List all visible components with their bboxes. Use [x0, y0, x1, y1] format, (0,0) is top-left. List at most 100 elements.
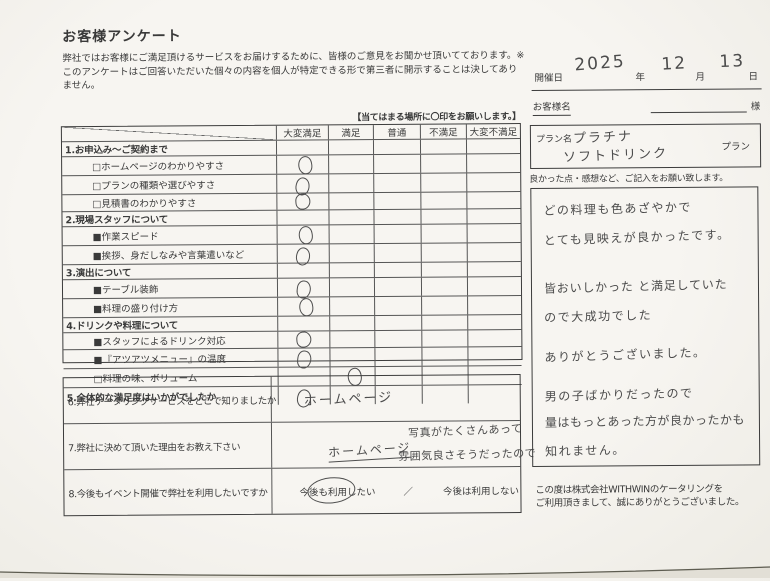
rating-cell — [328, 174, 374, 193]
rating-cell — [466, 224, 521, 243]
rating-cell — [328, 244, 374, 263]
rating-cell — [275, 140, 329, 155]
day-suffix: 日 — [748, 71, 759, 83]
rating-cell — [328, 263, 374, 278]
rating-row-label: 3.演出について — [65, 267, 132, 280]
rating-cell — [374, 296, 422, 316]
rating-row-label: □ホームページのわかりやすさ — [92, 161, 225, 174]
ratings-header-diagonal-cell — [61, 125, 276, 142]
question-7-answer-cell: ホームページ 写真がたくさんあって 雰囲気良さそうだったので — [270, 421, 536, 468]
rating-cell — [466, 209, 521, 224]
rating-row-label: □プランの種類や選びやすさ — [92, 180, 216, 193]
customer-name-blank-line — [650, 111, 747, 114]
questions-table: 6.弊社ケータリングサービスをどこで知りましたか ホームページ 7.弊社に決めて… — [62, 374, 536, 517]
rating-cell — [276, 263, 329, 278]
plan-suffix-label: プラン — [721, 141, 751, 153]
rating-cell — [420, 224, 467, 243]
intro-text: 弊社ではお客様にご満足頂けるサービスをお届けするために、皆様のご意見をお聞かせ頂… — [62, 49, 524, 93]
question-6-handwritten-answer: ホームページ — [303, 390, 394, 410]
question-7-handwritten-note-2: 雰囲気良さそうだったので — [398, 446, 537, 464]
rating-cell — [373, 173, 421, 193]
rating-cell — [372, 139, 421, 155]
question-8-answer-cell: 今後も利用したい ／ 今後は利用しない — [271, 467, 521, 514]
month-suffix: 月 — [695, 71, 706, 83]
rating-cell — [420, 209, 467, 224]
rating-cell — [276, 244, 329, 267]
rating-cell — [329, 297, 375, 316]
rating-cell — [421, 330, 468, 347]
rating-row-label: ■作業スピード — [92, 231, 159, 244]
option-will-use-again: 今後も利用したい — [299, 474, 375, 506]
feedback-line: 男の子ばかりだったので — [544, 386, 694, 404]
rating-cell — [420, 262, 467, 277]
rating-cell — [276, 210, 329, 225]
rating-cell — [420, 243, 467, 262]
footer-line-2: ご利用頂きまして、誠にありがとうございました。 — [535, 496, 745, 509]
rating-cell — [276, 278, 330, 300]
rating-cell — [329, 316, 375, 331]
feedback-line: 知れません。 — [544, 442, 626, 459]
rating-cell — [465, 139, 521, 154]
rating-cell — [277, 297, 330, 318]
option-will-not-use: 今後は利用しない — [442, 485, 519, 498]
rating-cell — [374, 330, 422, 348]
feedback-line: とても見映えが良かったです。 — [543, 227, 731, 248]
feedback-lines: どの料理も色あざやかで とても見映えが良かったです。 皆おいしかった と満足していた… — [543, 200, 759, 459]
column-header-dissatisfied: 不満足 — [419, 124, 466, 139]
circle-mark — [297, 297, 315, 318]
rating-cell — [421, 296, 468, 315]
feedback-line: ありがとうございました。 — [544, 345, 707, 365]
rating-row-label: □見積書のわかりやすさ — [92, 198, 197, 211]
rating-cell — [374, 347, 422, 367]
rating-cell — [328, 155, 374, 174]
rating-cell — [329, 348, 375, 367]
rating-cell — [276, 174, 329, 197]
rating-cell — [420, 173, 467, 192]
plan-name-label: プラン名 — [535, 134, 573, 145]
rating-cell — [374, 315, 422, 331]
rating-cell — [373, 192, 421, 210]
circle-mark — [306, 474, 357, 506]
feedback-line: 量はもっとあった方が良かったかも — [544, 412, 746, 430]
rating-cell — [373, 277, 422, 297]
event-date-year-handwritten: 2025 — [573, 51, 627, 76]
rating-cell — [373, 262, 421, 278]
rating-cell — [329, 331, 375, 348]
question-8-options: 今後も利用したい ／ 今後は利用しない — [272, 467, 520, 514]
rating-cell — [467, 296, 522, 315]
rating-row-label: ■スタッフによるドリンク対応 — [93, 336, 226, 349]
question-7-handwritten-note-1: 写真がたくさんあって — [407, 422, 523, 440]
rating-cell — [276, 193, 329, 211]
question-row-6: 6.弊社ケータリングサービスをどこで知りましたか ホームページ — [63, 375, 520, 425]
rating-cell — [420, 192, 467, 209]
rating-cell — [420, 277, 468, 296]
question-row-8: 8.今後もイベント開催で弊社を利用したいですか 今後も利用したい ／ 今後は利用… — [64, 467, 521, 515]
rating-cell — [466, 192, 521, 209]
plan-handwritten-line-2: ソフトドリンク — [562, 146, 669, 166]
circle-instruction-note: 【当てはまる場所に〇印をお願いします。】 — [352, 112, 521, 124]
rating-cell — [277, 316, 330, 331]
feedback-section-label: 良かった点・感想など、ご記入をお願い致します。 — [529, 173, 729, 185]
rating-cell — [328, 210, 374, 225]
rating-row-label: ■挨拶、身だしなみや言葉遣いなど — [92, 249, 245, 263]
circle-mark — [294, 193, 311, 211]
year-suffix: 年 — [635, 72, 646, 84]
rating-row-label: ■料理の盛り付け方 — [93, 303, 179, 316]
rating-row-label: ■『アツアツメニュー』の温度 — [93, 354, 227, 367]
rating-cell — [373, 243, 421, 263]
rating-cell — [420, 154, 467, 173]
rating-cell — [466, 277, 522, 296]
rating-cell — [373, 209, 421, 225]
question-6-answer-cell: ホームページ — [270, 375, 520, 422]
rating-cell — [328, 193, 374, 210]
rating-cell — [328, 225, 374, 244]
date-underline — [531, 88, 762, 91]
feedback-box: どの料理も色あざやかで とても見映えが良かったです。 皆おいしかった と満足していた… — [530, 186, 761, 467]
column-header-very-satisfied: 大変満足 — [275, 125, 328, 140]
rating-cell — [466, 243, 521, 262]
rating-row-label: 4.ドリンクや料理について — [66, 320, 179, 333]
rating-cell — [467, 330, 522, 347]
circle-mark — [296, 225, 314, 246]
circle-mark — [295, 331, 312, 349]
